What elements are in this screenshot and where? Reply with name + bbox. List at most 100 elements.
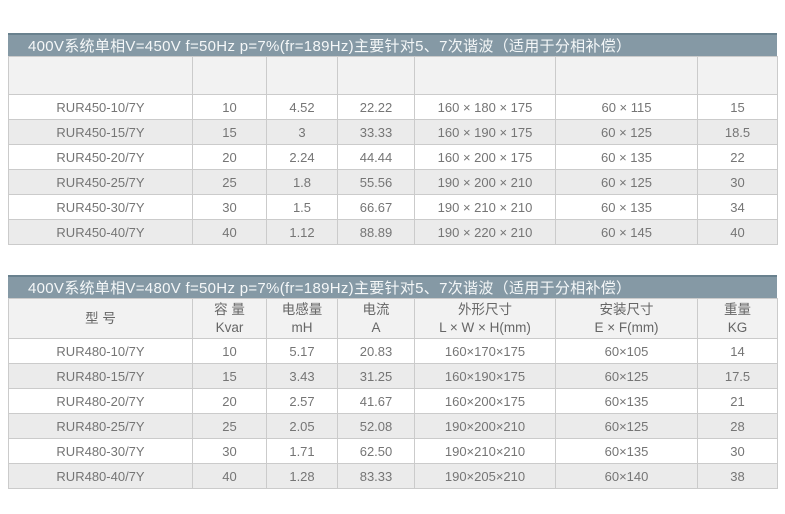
weight-cell: 38 bbox=[697, 463, 778, 489]
model-cell: RUR480-10/7Y bbox=[8, 338, 193, 364]
mounting-cell: 60 × 135 bbox=[555, 144, 698, 170]
model-cell: RUR480-20/7Y bbox=[8, 388, 193, 414]
table-row: RUR450-10/7Y 10 4.52 22.22 160 × 180 × 1… bbox=[8, 94, 778, 120]
inductance-cell: 3.43 bbox=[266, 363, 338, 389]
mounting-cell: 60 × 135 bbox=[555, 194, 698, 220]
dimensions-cell: 190 × 210 × 210 bbox=[414, 194, 556, 220]
table-section-450: 400V系统单相V=450V f=50Hz p=7%(fr=189Hz)主要针对… bbox=[8, 33, 778, 245]
inductance-cell: 1.8 bbox=[266, 169, 338, 195]
mounting-cell: 60×140 bbox=[555, 463, 698, 489]
weight-cell: 18.5 bbox=[697, 119, 778, 145]
header-label: 安装尺寸 bbox=[599, 301, 654, 317]
dimensions-cell: 160 × 190 × 175 bbox=[414, 119, 556, 145]
table-header-cell bbox=[414, 56, 556, 95]
capacity-cell: 30 bbox=[192, 438, 267, 464]
table-header-cell bbox=[266, 56, 338, 95]
dimensions-cell: 190 × 200 × 210 bbox=[414, 169, 556, 195]
mounting-cell: 60 × 125 bbox=[555, 119, 698, 145]
table-title-450: 400V系统单相V=450V f=50Hz p=7%(fr=189Hz)主要针对… bbox=[28, 38, 632, 55]
table-title-480: 400V系统单相V=480V f=50Hz p=7%(fr=189Hz)主要针对… bbox=[28, 280, 632, 297]
mounting-cell: 60 × 115 bbox=[555, 94, 698, 120]
model-cell: RUR480-25/7Y bbox=[8, 413, 193, 439]
current-cell: 31.25 bbox=[337, 363, 415, 389]
model-cell: RUR480-15/7Y bbox=[8, 363, 193, 389]
mounting-cell: 60×105 bbox=[555, 338, 698, 364]
table-row: RUR450-40/7Y 40 1.12 88.89 190 × 220 × 2… bbox=[8, 219, 778, 245]
inductance-cell: 1.71 bbox=[266, 438, 338, 464]
header-label: 容 量 bbox=[214, 301, 245, 317]
capacity-cell: 10 bbox=[192, 338, 267, 364]
table-header-cell-current: 电流 A bbox=[337, 298, 415, 339]
table-header-cell bbox=[192, 56, 267, 95]
inductance-cell: 5.17 bbox=[266, 338, 338, 364]
table-header-row bbox=[8, 56, 778, 95]
table-header-cell bbox=[555, 56, 698, 95]
current-cell: 55.56 bbox=[337, 169, 415, 195]
weight-cell: 40 bbox=[697, 219, 778, 245]
inductance-cell: 1.12 bbox=[266, 219, 338, 245]
inductance-cell: 1.5 bbox=[266, 194, 338, 220]
current-cell: 33.33 bbox=[337, 119, 415, 145]
dimensions-cell: 190×200×210 bbox=[414, 413, 556, 439]
table-header-cell bbox=[8, 56, 193, 95]
capacity-cell: 30 bbox=[192, 194, 267, 220]
current-cell: 88.89 bbox=[337, 219, 415, 245]
inductance-cell: 2.57 bbox=[266, 388, 338, 414]
weight-cell: 17.5 bbox=[697, 363, 778, 389]
table-row: RUR450-30/7Y 30 1.5 66.67 190 × 210 × 21… bbox=[8, 194, 778, 220]
table-title-bar-480: 400V系统单相V=480V f=50Hz p=7%(fr=189Hz)主要针对… bbox=[8, 275, 777, 298]
spec-table-480: 型 号 容 量 Kvar 电感量 mH 电流 A bbox=[8, 298, 778, 489]
dimensions-cell: 160 × 200 × 175 bbox=[414, 144, 556, 170]
table-header-row: 型 号 容 量 Kvar 电感量 mH 电流 A bbox=[8, 298, 778, 339]
table-header-cell-capacity: 容 量 Kvar bbox=[192, 298, 267, 339]
capacity-cell: 20 bbox=[192, 144, 267, 170]
weight-cell: 30 bbox=[697, 438, 778, 464]
header-unit: mH bbox=[291, 319, 313, 335]
model-cell: RUR450-25/7Y bbox=[8, 169, 193, 195]
model-cell: RUR480-40/7Y bbox=[8, 463, 193, 489]
weight-cell: 28 bbox=[697, 413, 778, 439]
model-cell: RUR480-30/7Y bbox=[8, 438, 193, 464]
capacity-cell: 15 bbox=[192, 363, 267, 389]
dimensions-cell: 160×200×175 bbox=[414, 388, 556, 414]
mounting-cell: 60 × 125 bbox=[555, 169, 698, 195]
table-header-cell-inductance: 电感量 mH bbox=[266, 298, 338, 339]
capacity-cell: 15 bbox=[192, 119, 267, 145]
spec-table-450: RUR450-10/7Y 10 4.52 22.22 160 × 180 × 1… bbox=[8, 56, 778, 245]
model-cell: RUR450-30/7Y bbox=[8, 194, 193, 220]
table-header-cell-model: 型 号 bbox=[8, 298, 193, 339]
header-unit: L × W × H(mm) bbox=[439, 319, 531, 335]
mounting-cell: 60×125 bbox=[555, 413, 698, 439]
table-section-480: 400V系统单相V=480V f=50Hz p=7%(fr=189Hz)主要针对… bbox=[8, 275, 778, 489]
inductance-cell: 2.05 bbox=[266, 413, 338, 439]
table-header-cell-dimensions: 外形尺寸 L × W × H(mm) bbox=[414, 298, 556, 339]
capacity-cell: 10 bbox=[192, 94, 267, 120]
weight-cell: 14 bbox=[697, 338, 778, 364]
weight-cell: 15 bbox=[697, 94, 778, 120]
header-unit: Kvar bbox=[215, 319, 244, 335]
mounting-cell: 60×125 bbox=[555, 363, 698, 389]
table-title-bar-450: 400V系统单相V=450V f=50Hz p=7%(fr=189Hz)主要针对… bbox=[8, 33, 777, 56]
table-row: RUR450-15/7Y 15 3 33.33 160 × 190 × 175 … bbox=[8, 119, 778, 145]
capacity-cell: 25 bbox=[192, 413, 267, 439]
table-row: RUR480-20/7Y 20 2.57 41.67 160×200×175 6… bbox=[8, 388, 778, 414]
inductance-cell: 2.24 bbox=[266, 144, 338, 170]
current-cell: 22.22 bbox=[337, 94, 415, 120]
table-row: RUR450-20/7Y 20 2.24 44.44 160 × 200 × 1… bbox=[8, 144, 778, 170]
weight-cell: 22 bbox=[697, 144, 778, 170]
model-cell: RUR450-15/7Y bbox=[8, 119, 193, 145]
table-row: RUR480-25/7Y 25 2.05 52.08 190×200×210 6… bbox=[8, 413, 778, 439]
dimensions-cell: 190×210×210 bbox=[414, 438, 556, 464]
capacity-cell: 20 bbox=[192, 388, 267, 414]
header-label: 型 号 bbox=[85, 310, 116, 326]
capacity-cell: 25 bbox=[192, 169, 267, 195]
inductance-cell: 4.52 bbox=[266, 94, 338, 120]
capacity-cell: 40 bbox=[192, 463, 267, 489]
header-label: 外形尺寸 bbox=[458, 301, 512, 317]
current-cell: 52.08 bbox=[337, 413, 415, 439]
header-unit: KG bbox=[727, 319, 748, 335]
dimensions-cell: 190 × 220 × 210 bbox=[414, 219, 556, 245]
table-row: RUR450-25/7Y 25 1.8 55.56 190 × 200 × 21… bbox=[8, 169, 778, 195]
table-row: RUR480-30/7Y 30 1.71 62.50 190×210×210 6… bbox=[8, 438, 778, 464]
